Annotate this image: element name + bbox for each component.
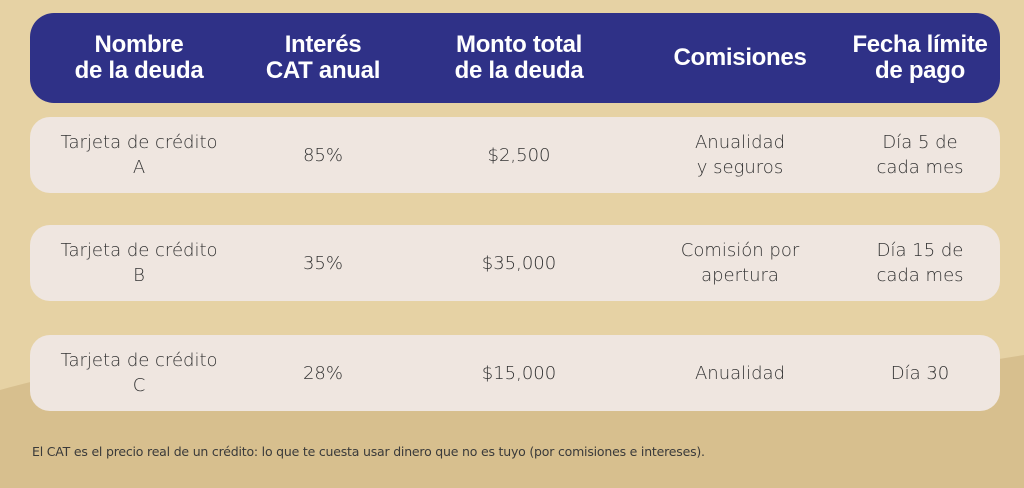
header-commissions: Comisiones: [673, 44, 807, 71]
footnote: El CAT es el precio real de un crédito: …: [32, 444, 705, 459]
header-total-amount: Monto total de la deuda: [454, 31, 584, 84]
cell-due-date: Día 30: [890, 362, 950, 384]
header-debt-name: Nombre de la deuda: [74, 31, 204, 84]
cell-interest: 28%: [302, 362, 343, 384]
cell-due-date: Día 15 de cada mes: [876, 240, 964, 286]
header-due-date: Fecha límite de pago: [852, 31, 988, 84]
cell-amount: $2,500: [487, 144, 551, 166]
cell-commissions: Anualidad: [694, 362, 786, 384]
table-row: Tarjeta de crédito B 35% $35,000 Comisió…: [30, 225, 1000, 301]
cell-interest: 35%: [302, 252, 343, 274]
cell-commissions: Anualidad y seguros: [694, 132, 786, 178]
cell-amount: $15,000: [481, 362, 557, 384]
cell-due-date: Día 5 de cada mes: [876, 132, 964, 178]
cell-debt-name: Tarjeta de crédito A: [60, 132, 218, 178]
table-header: Nombre de la deuda Interés CAT anual Mon…: [30, 13, 1000, 103]
cell-interest: 85%: [302, 144, 343, 166]
cell-debt-name: Tarjeta de crédito B: [60, 240, 218, 286]
cell-commissions: Comisión por apertura: [680, 240, 800, 286]
cell-debt-name: Tarjeta de crédito C: [60, 350, 218, 396]
cell-amount: $35,000: [481, 252, 557, 274]
header-interest-cat: Interés CAT anual: [265, 31, 381, 84]
table-row: Tarjeta de crédito C 28% $15,000 Anualid…: [30, 335, 1000, 411]
table-row: Tarjeta de crédito A 85% $2,500 Anualida…: [30, 117, 1000, 193]
